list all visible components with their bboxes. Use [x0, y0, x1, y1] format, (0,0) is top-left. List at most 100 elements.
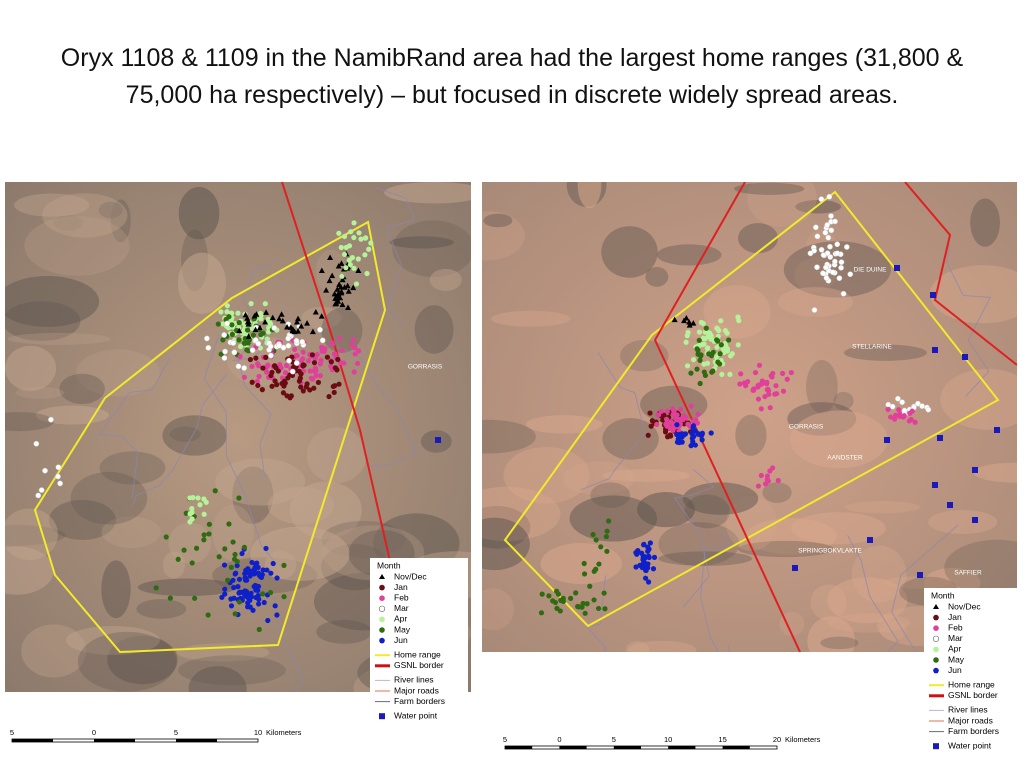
location-point: [313, 372, 319, 379]
location-point: [695, 347, 701, 353]
location-point: [314, 352, 320, 358]
location-point: [686, 318, 693, 325]
location-point: [236, 327, 243, 334]
location-point: [690, 423, 697, 429]
scale-tick-label: 15: [718, 735, 726, 744]
terrain: [7, 332, 111, 345]
terrain: [168, 522, 212, 564]
water-point: [932, 482, 938, 488]
place-label: GORRASIS: [408, 364, 443, 371]
location-point: [242, 588, 248, 594]
river-line: [98, 357, 171, 498]
scale-unit: Kilometers: [266, 728, 302, 737]
location-point: [300, 388, 306, 394]
location-point: [251, 312, 258, 319]
location-point: [307, 387, 313, 393]
location-point: [55, 473, 61, 480]
legend-symbol: [379, 616, 385, 623]
terrain: [944, 539, 1017, 596]
location-point: [344, 282, 351, 289]
legend-label: Home range: [948, 679, 995, 689]
water-point: [867, 537, 873, 543]
location-point: [265, 617, 271, 624]
location-point: [241, 544, 248, 551]
location-point: [38, 487, 45, 493]
terrain: [15, 386, 65, 399]
location-point: [328, 359, 334, 365]
location-point: [261, 599, 267, 606]
location-point: [353, 281, 360, 287]
location-point: [679, 439, 685, 445]
location-point: [356, 348, 362, 354]
terrain: [250, 526, 350, 581]
location-point: [255, 340, 262, 347]
location-point: [257, 345, 263, 351]
terrain: [101, 560, 131, 619]
location-point: [604, 548, 610, 554]
location-point: [704, 360, 711, 366]
water-point: [962, 354, 968, 360]
water-point: [884, 437, 890, 443]
location-point: [190, 494, 196, 501]
location-point: [309, 328, 316, 335]
location-point: [276, 342, 283, 349]
location-point: [222, 348, 228, 355]
terrain: [5, 276, 100, 327]
location-point: [762, 393, 768, 400]
scale-tick-label: 5: [503, 735, 507, 744]
location-point: [685, 329, 691, 336]
terrain: [577, 182, 602, 209]
location-point: [348, 229, 354, 235]
location-point: [279, 317, 286, 324]
terrain: [790, 410, 888, 469]
water-point: [937, 435, 943, 441]
location-point: [224, 303, 230, 309]
terrain: [136, 599, 187, 619]
terrain: [137, 578, 237, 597]
location-point: [901, 407, 908, 414]
location-point: [267, 589, 274, 596]
location-point: [539, 591, 545, 597]
terrain: [563, 461, 635, 496]
location-point: [780, 388, 787, 394]
location-point: [304, 381, 310, 387]
place-label: SAFFIER: [954, 570, 982, 577]
location-point: [648, 423, 654, 429]
location-point: [264, 567, 270, 573]
location-point: [292, 346, 298, 352]
terrain: [178, 655, 286, 686]
location-point: [288, 393, 294, 399]
location-point: [236, 319, 242, 326]
legend-label: Farm borders: [394, 696, 445, 706]
location-point: [591, 597, 597, 603]
location-point: [681, 432, 687, 438]
location-point: [270, 560, 276, 567]
location-point: [695, 411, 701, 417]
location-point: [216, 554, 222, 560]
legend-label: GSNL border: [948, 690, 998, 700]
location-point: [674, 422, 680, 428]
location-point: [573, 590, 579, 596]
home-range: [503, 190, 1000, 628]
location-point: [606, 518, 612, 524]
location-point: [919, 403, 925, 409]
location-point: [557, 608, 563, 614]
location-point: [838, 264, 844, 271]
location-point: [773, 383, 779, 389]
location-point: [345, 304, 352, 311]
location-point: [695, 431, 701, 437]
location-point: [181, 547, 187, 553]
location-point: [331, 290, 338, 297]
location-point: [596, 561, 602, 567]
location-point: [684, 363, 691, 369]
legend-label: Home range: [394, 649, 441, 659]
location-point: [915, 400, 921, 407]
location-point: [263, 354, 269, 360]
location-point: [701, 341, 707, 347]
location-point: [319, 337, 326, 344]
location-point: [699, 430, 705, 436]
location-point: [318, 313, 325, 319]
terrain: [656, 244, 722, 266]
location-point: [356, 230, 362, 236]
location-point: [293, 319, 300, 325]
